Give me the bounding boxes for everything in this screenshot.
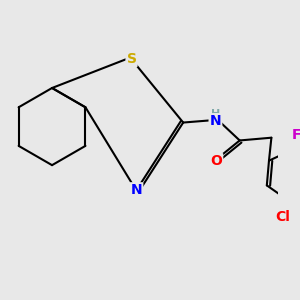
Text: N: N	[210, 114, 221, 128]
Text: S: S	[127, 52, 136, 66]
Text: O: O	[210, 154, 222, 168]
Text: N: N	[131, 183, 142, 197]
Text: F: F	[291, 128, 300, 142]
Text: Cl: Cl	[275, 210, 290, 224]
Text: H: H	[211, 109, 220, 119]
